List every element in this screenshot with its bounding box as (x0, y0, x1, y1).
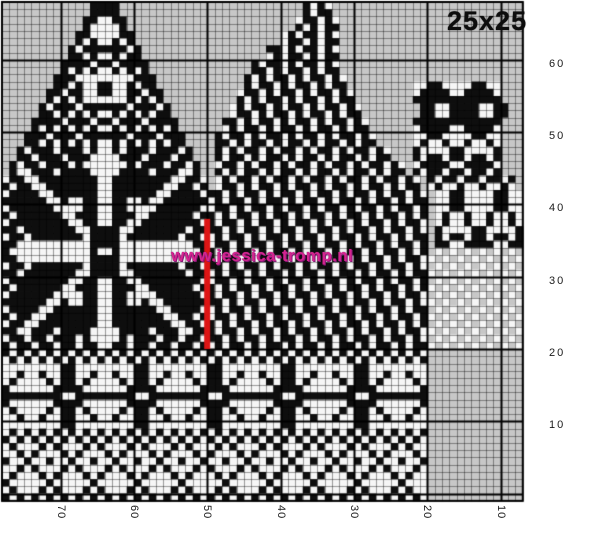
stitch-number-label: 70 (54, 505, 67, 520)
row-number-label: 10 (549, 419, 566, 432)
stitch-number-label: 10 (494, 505, 507, 520)
stitch-number-label: 60 (128, 505, 141, 520)
row-number-label: 30 (549, 274, 566, 287)
watermark-text: www.jessica-tromp.nl (171, 246, 354, 265)
stitch-number-label: 40 (274, 505, 287, 520)
row-number-label: 50 (549, 130, 566, 143)
row-number-label: 20 (549, 347, 566, 360)
stitch-number-label: 20 (421, 505, 434, 520)
row-number-label: 60 (549, 57, 566, 70)
size-badge: 25x25 (447, 6, 528, 36)
stitch-number-label: 50 (201, 505, 214, 520)
row-number-label: 40 (549, 202, 566, 215)
stitch-number-label: 30 (348, 505, 361, 520)
